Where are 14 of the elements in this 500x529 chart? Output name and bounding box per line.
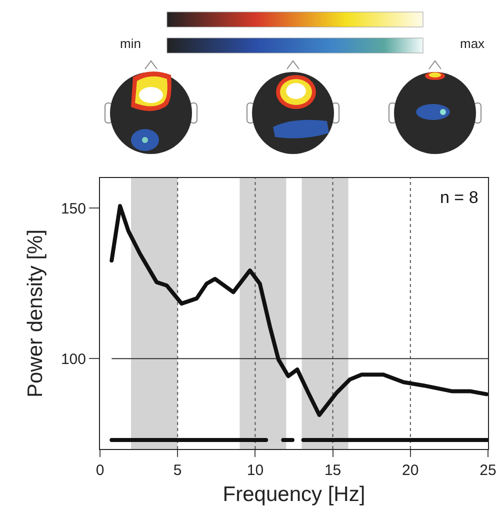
x-tick-label: 20 [402,462,419,479]
y-axis-title: Power density [%] [24,229,48,398]
x-tick-label: 0 [96,462,104,479]
x-tick-label: 25 [480,462,496,479]
x-tick-label: 5 [173,462,182,479]
x-tick-label: 15 [324,462,342,479]
y-tick-label: 100 [60,350,86,368]
y-tick-label: 150 [60,200,86,218]
x-tick-label: 10 [246,462,264,479]
x-axis-title: Frequency [Hz] [222,483,366,506]
annotation: n = 8 [440,188,478,207]
text: min [120,36,141,51]
line-series [110,204,488,417]
text: max [460,36,485,51]
